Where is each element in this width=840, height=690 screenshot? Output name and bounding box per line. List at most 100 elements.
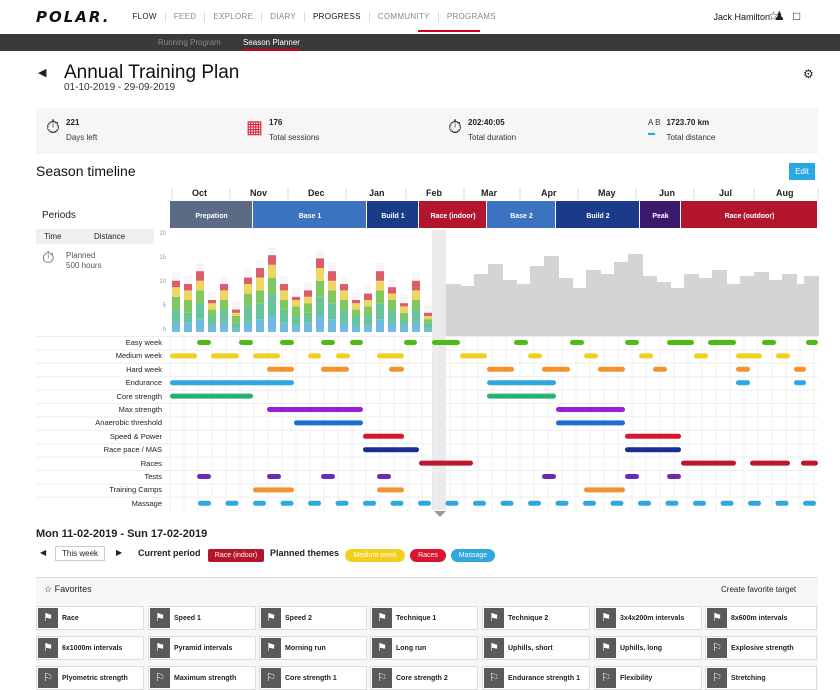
- planned-bar: [544, 256, 559, 336]
- planned-bar: [586, 270, 601, 336]
- stat-value: 221: [66, 118, 80, 127]
- favorite-item[interactable]: ⚑ Uphills, long: [594, 636, 702, 660]
- theme-bar: [363, 447, 419, 453]
- next-week-icon[interactable]: ▶: [116, 548, 123, 557]
- bar-plan: [280, 276, 288, 332]
- nav-feed[interactable]: FEED: [164, 12, 205, 22]
- y-tick-label: 15: [159, 255, 166, 261]
- theme-bar: [665, 500, 679, 506]
- this-week-button[interactable]: This week: [55, 546, 106, 561]
- favorite-label: Flexibility: [620, 674, 653, 682]
- favorite-item[interactable]: ⚑ 3x4x200m intervals: [594, 606, 702, 630]
- edit-button[interactable]: Edit: [789, 163, 815, 180]
- bar-segment: [388, 300, 396, 310]
- user-name[interactable]: Jack Hamilton: [713, 12, 770, 22]
- theme-bar: [762, 340, 776, 345]
- gear-icon[interactable]: ⚙: [803, 67, 814, 81]
- favorite-item[interactable]: ⚑ Pyramid intervals: [148, 636, 256, 660]
- nav-community[interactable]: COMMUNITY: [368, 12, 438, 22]
- bar-plan: [184, 276, 192, 332]
- favorite-item[interactable]: ⚑ Speed 1: [148, 606, 256, 630]
- favorite-item[interactable]: ⚑ Speed 2: [259, 606, 367, 630]
- theme-bar: [681, 460, 736, 466]
- theme-label: Races: [140, 458, 162, 468]
- favorite-item[interactable]: ⚑ Morning run: [259, 636, 367, 660]
- favorite-item[interactable]: ⚑ Uphills, short: [482, 636, 590, 660]
- current-period-badge: Race (indoor): [208, 549, 264, 562]
- prev-week-icon[interactable]: ◀: [40, 548, 47, 557]
- stat-label: Total duration: [468, 133, 517, 142]
- favorite-item[interactable]: ⚐ Core strength 2: [370, 666, 478, 690]
- favorite-label: Morning run: [285, 644, 326, 652]
- create-favorite-target-link[interactable]: Create favorite target: [721, 585, 797, 594]
- favorite-item[interactable]: ⚐ Plyometric strength: [36, 666, 144, 690]
- month-label: Jan: [369, 188, 385, 198]
- theme-bar: [667, 474, 681, 479]
- favorite-item[interactable]: ⚐ Stretching: [705, 666, 817, 690]
- favorite-item[interactable]: ⚑ Race: [36, 606, 144, 630]
- bar-segment: [268, 255, 276, 265]
- bar-segment: [328, 280, 336, 291]
- nav-diary[interactable]: DIARY: [261, 12, 304, 22]
- tab-time[interactable]: Time: [44, 232, 62, 241]
- month-label: Feb: [426, 188, 443, 198]
- nav-progress[interactable]: PROGRESS: [304, 12, 369, 22]
- favorite-item[interactable]: ⚑ 6x1000m intervals: [36, 636, 144, 660]
- tab-running-program[interactable]: Running Program: [158, 38, 221, 47]
- message-icon[interactable]: □: [793, 9, 801, 23]
- period-block: [253, 201, 366, 228]
- theme-bar: [625, 447, 681, 453]
- bar-segment: [196, 303, 204, 320]
- bar-segment: [352, 316, 360, 326]
- favorite-item[interactable]: ⚑ Long run: [370, 636, 478, 660]
- nav-flow[interactable]: FLOW: [132, 12, 157, 21]
- running-icon: ⚑: [596, 638, 616, 658]
- theme-bar: [748, 500, 761, 506]
- bar-segment: [388, 322, 396, 332]
- running-icon: ⚑: [707, 608, 727, 628]
- tab-distance[interactable]: Distance: [94, 232, 126, 241]
- star-icon[interactable]: ☆: [768, 9, 779, 23]
- theme-label: Hard week: [126, 364, 162, 374]
- theme-bar: [528, 500, 541, 506]
- nav-programs[interactable]: PROGRAMS: [437, 12, 504, 22]
- favorite-item[interactable]: ⚑ 8x600m intervals: [705, 606, 817, 630]
- theme-bar: [720, 500, 734, 506]
- bar-segment: [304, 303, 312, 313]
- favorite-label: Plyometric strength: [62, 674, 128, 682]
- theme-bar: [750, 460, 790, 466]
- stat-label: Total sessions: [269, 133, 320, 142]
- favorite-item[interactable]: ⚐ Endurance strength 1: [482, 666, 590, 690]
- bar-segment: [196, 319, 204, 332]
- month-label: May: [598, 188, 616, 198]
- bar-segment: [400, 312, 408, 320]
- stopwatch-icon: ⏱: [46, 117, 61, 137]
- theme-bar: [794, 380, 806, 386]
- main-menu: FLOW FEED EXPLORE DIARY PROGRESS COMMUNI…: [124, 12, 503, 22]
- favorite-label: Speed 1: [174, 614, 201, 622]
- bar-segment: [256, 303, 264, 320]
- back-arrow-icon[interactable]: ◀: [38, 67, 47, 79]
- tab-season-planner[interactable]: Season Planner: [243, 38, 300, 51]
- stat-total-duration: ⏱ 202:40:05 Total duration: [448, 118, 516, 145]
- planned-bar: [698, 278, 713, 336]
- bar-segment: [280, 284, 288, 291]
- theme-bar: [267, 474, 281, 479]
- strength-icon: ⚐: [707, 668, 727, 688]
- planned-bar: [804, 296, 819, 336]
- favorite-item[interactable]: ⚐ Maximum strength: [148, 666, 256, 690]
- favorite-item[interactable]: ⚑ Technique 1: [370, 606, 478, 630]
- favorite-item[interactable]: ⚐ Explosive strength: [705, 636, 817, 660]
- favorite-item[interactable]: ⚐ Core strength 1: [259, 666, 367, 690]
- theme-label: Speed & Power: [109, 431, 162, 441]
- polar-logo[interactable]: POLAR.: [36, 8, 111, 26]
- nav-explore[interactable]: EXPLORE: [204, 12, 261, 22]
- bar-segment: [400, 303, 408, 307]
- favorite-label: Race: [62, 614, 79, 622]
- theme-bar: [321, 340, 335, 345]
- favorite-item[interactable]: ⚐ Flexibility: [594, 666, 702, 690]
- favorite-item[interactable]: ⚑ Technique 2: [482, 606, 590, 630]
- user-icon[interactable]: ♟: [774, 9, 785, 23]
- bar-segment: [364, 293, 372, 300]
- theme-bar: [500, 500, 514, 506]
